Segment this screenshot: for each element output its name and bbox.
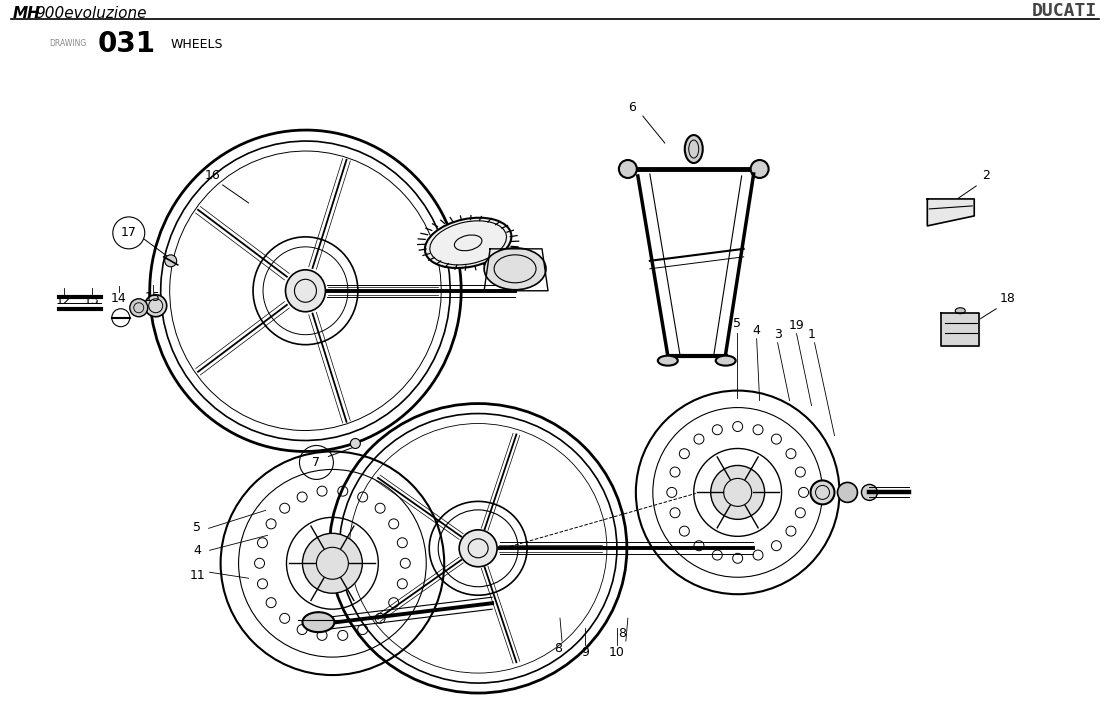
Text: 6: 6 [628,101,636,114]
Ellipse shape [956,308,966,313]
Text: 031: 031 [98,30,155,59]
Ellipse shape [144,295,166,317]
Text: 12: 12 [56,294,72,307]
Ellipse shape [302,612,334,632]
Text: 8: 8 [618,627,626,640]
Circle shape [619,160,637,178]
Text: 19: 19 [789,319,805,332]
Text: 17: 17 [121,226,137,239]
Ellipse shape [425,218,512,268]
Ellipse shape [460,530,497,567]
Ellipse shape [837,483,857,503]
Ellipse shape [716,356,736,366]
Circle shape [302,533,362,593]
Text: WHEELS: WHEELS [171,38,223,51]
Text: 5: 5 [733,317,740,330]
Text: 2: 2 [982,169,990,183]
Text: MH: MH [13,6,41,21]
Ellipse shape [285,270,325,312]
Ellipse shape [810,481,835,504]
Text: 4: 4 [753,324,760,337]
Text: 10: 10 [609,645,625,658]
Text: 14: 14 [111,292,127,306]
Circle shape [710,466,765,519]
Text: 4: 4 [194,544,202,557]
Text: DUCATI: DUCATI [1032,2,1097,20]
Circle shape [750,160,768,178]
Text: 9: 9 [581,645,589,658]
Circle shape [164,255,176,267]
Text: 11: 11 [190,569,205,582]
Ellipse shape [861,484,877,501]
Polygon shape [927,199,975,226]
Text: 7: 7 [312,456,321,469]
Ellipse shape [130,298,148,317]
Ellipse shape [484,248,546,290]
Text: 15: 15 [144,291,161,304]
Text: 16: 16 [204,169,221,183]
Ellipse shape [685,135,703,163]
Text: 13: 13 [84,294,100,307]
Polygon shape [941,313,979,346]
Text: 1: 1 [808,328,816,341]
Text: 5: 5 [193,521,201,534]
Text: DRAWING: DRAWING [49,39,87,48]
Circle shape [351,438,361,448]
Text: 900evoluzione: 900evoluzione [34,6,147,21]
Text: 8: 8 [554,642,562,655]
Text: 18: 18 [999,292,1016,306]
Ellipse shape [658,356,678,366]
Text: 3: 3 [774,328,781,341]
